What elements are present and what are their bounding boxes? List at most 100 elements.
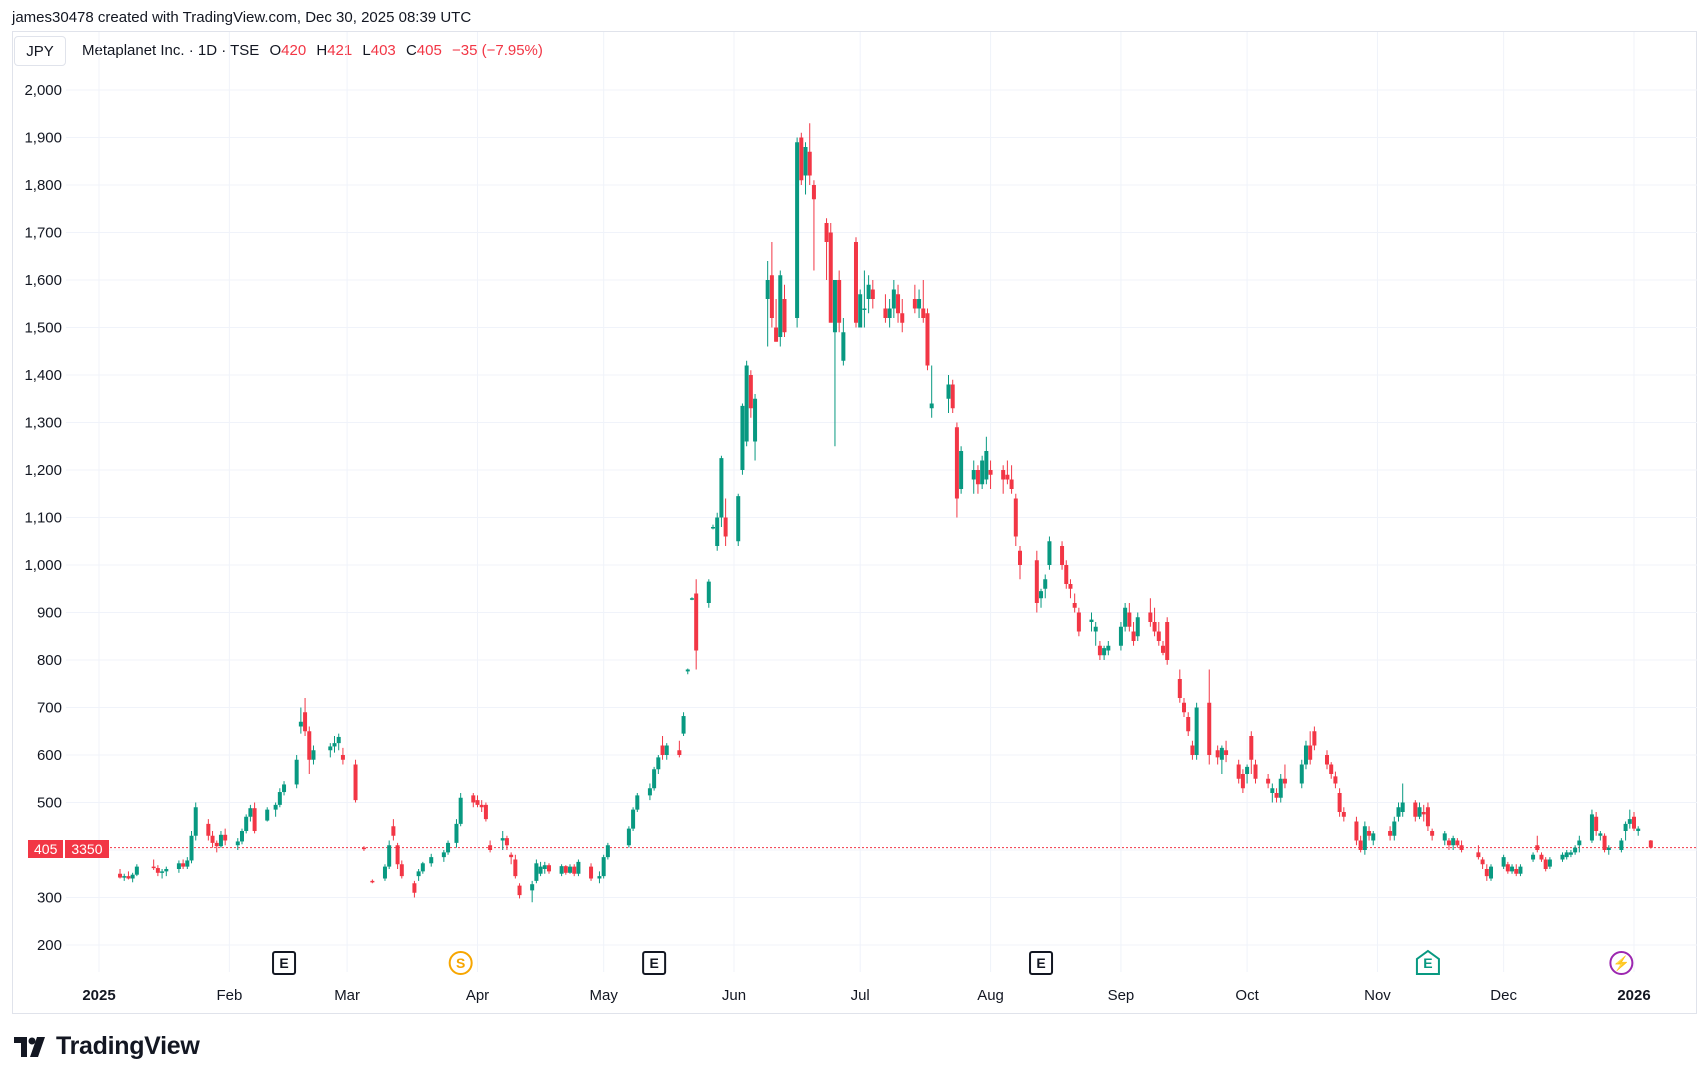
event-marker — [642, 951, 667, 975]
candle-body — [631, 809, 636, 829]
candle-body — [853, 242, 858, 323]
candle-body — [660, 745, 665, 755]
candle-body — [1606, 847, 1611, 850]
candle-body — [126, 876, 131, 879]
close-label: C — [405, 42, 417, 59]
candle-body — [1299, 764, 1304, 784]
candle-body — [1451, 838, 1456, 846]
candle-body — [391, 826, 396, 836]
tradingview-wordmark: TradingView — [56, 1032, 200, 1060]
candle-body — [1367, 831, 1372, 836]
candle-body — [765, 280, 770, 299]
x-tick-label: Apr — [466, 987, 489, 1004]
candle-body — [1131, 631, 1136, 641]
x-tick-label: 2026 — [1617, 987, 1650, 1004]
candle-body — [1632, 816, 1636, 829]
candle-body — [1118, 626, 1123, 646]
candle-body — [647, 788, 652, 796]
y-tick-label: 300 — [37, 890, 62, 907]
y-tick-label: 1,300 — [24, 415, 62, 432]
candle-body — [1152, 622, 1157, 632]
candle-body — [1240, 774, 1245, 789]
symbol-label[interactable]: Metaplanet Inc. · 1D · TSE — [82, 42, 260, 59]
candle-body — [1102, 648, 1107, 656]
tradingview-logo[interactable]: TradingView — [14, 1032, 200, 1061]
candle-body — [1564, 852, 1569, 858]
candle-body — [1476, 852, 1481, 858]
candle-body — [563, 866, 568, 873]
candle-body — [959, 451, 964, 489]
candle-body — [1362, 826, 1367, 850]
candlestick-chart[interactable]: 2003004005006007008009001,0001,1001,2001… — [0, 0, 1707, 1020]
candle-body — [185, 860, 190, 867]
candle-body — [160, 871, 165, 873]
candle-body — [685, 669, 690, 672]
candle-body — [841, 332, 846, 361]
candle-body — [664, 745, 669, 755]
currency-button[interactable]: JPY — [14, 36, 66, 66]
candle-body — [534, 863, 539, 881]
candle-body — [542, 865, 547, 869]
candle-body — [412, 883, 417, 893]
candle-body — [1589, 814, 1594, 841]
candle-body — [1312, 731, 1317, 746]
candle-body — [1455, 840, 1460, 846]
candle-body — [1413, 802, 1418, 817]
candle-body — [130, 874, 135, 879]
candle-body — [218, 834, 223, 847]
candle-body — [1573, 847, 1578, 853]
candle-body — [530, 884, 535, 891]
candle-body — [429, 857, 434, 864]
candle-body — [1018, 550, 1022, 565]
candle-body — [1278, 778, 1283, 798]
candle-body — [1177, 679, 1182, 698]
event-marker-label: ⚡ — [1613, 955, 1630, 972]
candle-body — [597, 876, 602, 879]
candle-body — [1510, 866, 1515, 872]
x-tick-label: Oct — [1235, 987, 1259, 1004]
candle-body — [303, 712, 308, 732]
candle-body — [1106, 645, 1111, 651]
x-tick-label: 2025 — [82, 987, 115, 1004]
last-price-tag: 405 3350 — [28, 840, 109, 858]
candle-body — [1531, 854, 1536, 860]
candle-body — [328, 746, 333, 751]
candle-body — [538, 866, 543, 874]
x-tick-label: Sep — [1108, 987, 1135, 1004]
candle-body — [1598, 833, 1603, 836]
candle-body — [900, 313, 905, 323]
candle-body — [984, 451, 989, 480]
candle-body — [513, 859, 518, 877]
candle-body — [471, 795, 476, 803]
event-marker-label: E — [279, 955, 288, 971]
candle-body — [441, 852, 446, 858]
candle-body — [483, 804, 488, 820]
candle-body — [824, 223, 829, 242]
candle-body — [1636, 828, 1641, 831]
candle-body — [454, 823, 459, 843]
candle-body — [753, 398, 758, 442]
candle-body — [1371, 833, 1376, 841]
y-tick-label: 1,100 — [24, 510, 62, 527]
candle-body — [1308, 745, 1313, 760]
candle-body — [677, 750, 682, 755]
candle-body — [1236, 764, 1241, 779]
event-marker-label: E — [649, 955, 658, 971]
y-tick-label: 700 — [37, 700, 62, 717]
candle-body — [1333, 776, 1338, 784]
x-tick-label: Feb — [216, 987, 242, 1004]
candle-body — [1135, 617, 1140, 637]
candle-body — [858, 294, 863, 328]
candle-body — [151, 866, 156, 869]
candle-body — [1253, 764, 1258, 779]
candle-body — [353, 764, 358, 801]
candle-body — [740, 405, 745, 470]
y-tick-label: 1,400 — [24, 367, 62, 384]
candle-body — [189, 835, 194, 861]
candle-body — [1266, 778, 1271, 784]
y-tick-label: 900 — [37, 605, 62, 622]
x-tick-label: Aug — [977, 987, 1004, 1004]
candle-body — [252, 808, 257, 831]
candle-body — [1156, 631, 1161, 641]
event-marker — [448, 951, 473, 975]
